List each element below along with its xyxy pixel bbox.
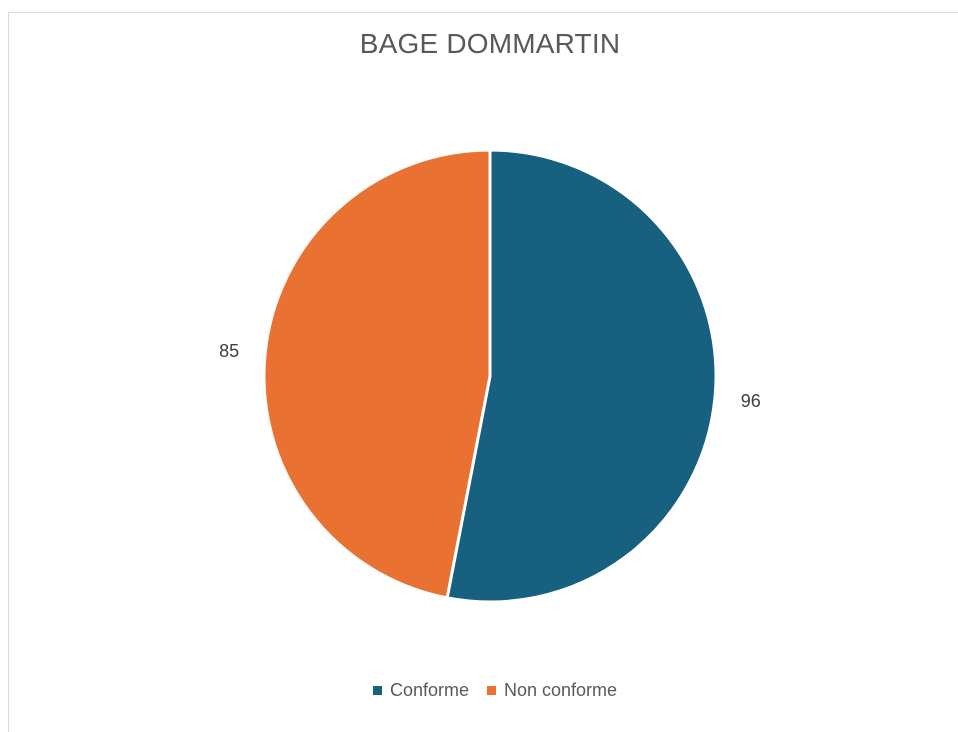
legend-label-conforme: Conforme — [389, 680, 469, 700]
legend: Conforme Non conforme — [0, 680, 958, 701]
legend-item-conforme: Conforme — [372, 680, 469, 701]
data-label-conforme: 96 — [741, 391, 761, 411]
pie-slice-non-conforme — [262, 148, 492, 600]
data-label-non-conforme: 85 — [219, 341, 239, 361]
legend-label-non-conforme: Non conforme — [503, 680, 618, 700]
legend-item-non-conforme: Non conforme — [486, 680, 618, 701]
legend-swatch-conforme — [372, 686, 382, 695]
chart-title: BAGE DOMMARTIN — [359, 28, 621, 59]
legend-swatch-non-conforme — [486, 686, 496, 695]
pie-slice-conforme — [445, 148, 718, 604]
